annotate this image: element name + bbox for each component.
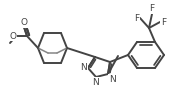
Text: N: N xyxy=(93,78,99,87)
Text: F: F xyxy=(134,13,139,23)
Text: O: O xyxy=(21,18,27,27)
Text: N: N xyxy=(80,64,87,73)
Text: F: F xyxy=(149,4,155,13)
Text: F: F xyxy=(161,17,166,27)
Text: N: N xyxy=(109,75,116,84)
Text: O: O xyxy=(9,32,16,40)
